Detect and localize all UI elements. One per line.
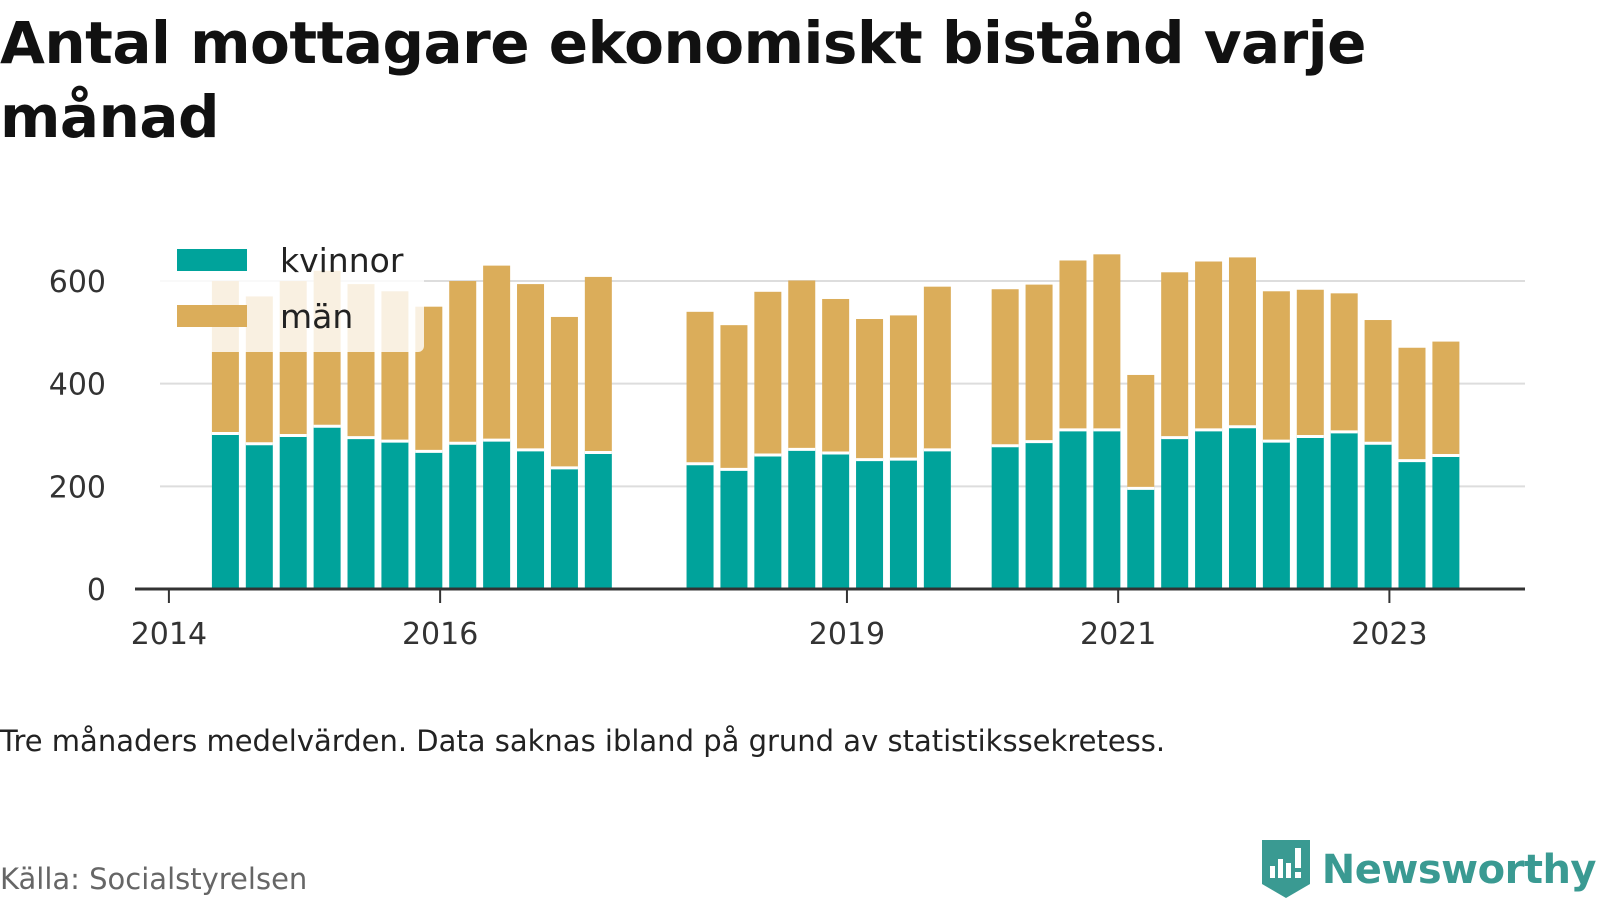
bar-man — [991, 289, 1019, 446]
bar-kvinnor — [1398, 460, 1426, 589]
bar-kvinnor — [1330, 431, 1358, 589]
bar-kvinnor — [889, 459, 917, 589]
bar-kvinnor — [347, 437, 375, 589]
bar-kvinnor — [923, 449, 951, 589]
bar-man — [550, 316, 578, 468]
bar-man — [1059, 260, 1087, 430]
bar-man — [923, 286, 951, 450]
legend-label: kvinnor — [280, 241, 404, 280]
y-tick-label: 200 — [49, 470, 106, 505]
y-tick-label: 0 — [87, 573, 106, 608]
chart-title: Antal mottagare ekonomiskt bistånd varje… — [0, 9, 1367, 151]
bar-kvinnor — [788, 449, 816, 589]
x-tick-label: 2014 — [131, 617, 207, 652]
source-credit: Källa: Socialstyrelsen — [0, 862, 308, 896]
bar-man — [1127, 374, 1155, 489]
bar-kvinnor — [1093, 429, 1121, 589]
bar-kvinnor — [245, 443, 273, 589]
bar-kvinnor — [550, 467, 578, 589]
bar-kvinnor — [720, 469, 748, 589]
bar-man — [788, 280, 816, 450]
axes: 2014 2016 2019 2021 2023 — [131, 587, 1525, 652]
stacked-bar-chart: 0 200 400 600 2014 2016 2019 2021 2023 kvinnor m… — [48, 226, 1525, 652]
bar-kvinnor — [856, 459, 884, 589]
bar-kvinnor — [1025, 441, 1053, 589]
legend: kvinnor män — [152, 226, 424, 352]
bar-man — [584, 276, 612, 453]
bar-kvinnor — [686, 463, 714, 589]
bar-kvinnor — [1161, 437, 1189, 589]
bar-kvinnor — [822, 452, 850, 589]
bar-man — [1228, 257, 1256, 427]
legend-swatch-man — [177, 305, 247, 327]
bar-kvinnor — [415, 451, 443, 589]
bar-kvinnor — [754, 455, 782, 589]
bar-kvinnor — [1364, 443, 1392, 589]
bar-kvinnor — [1432, 455, 1460, 589]
bar-kvinnor — [1195, 429, 1223, 589]
bar-man — [1093, 254, 1121, 430]
bar-kvinnor — [211, 433, 239, 589]
bar-man — [1330, 293, 1358, 432]
x-tick-label: 2023 — [1351, 617, 1427, 652]
bar-man — [822, 298, 850, 453]
bar-man — [889, 315, 917, 460]
bar-kvinnor — [584, 452, 612, 589]
bar-man — [686, 311, 714, 464]
x-tick-label: 2019 — [809, 617, 885, 652]
bar-kvinnor — [517, 449, 545, 589]
bar-man — [483, 265, 511, 441]
y-tick-label: 600 — [49, 265, 106, 300]
bar-man — [1262, 291, 1290, 442]
bar-man — [856, 319, 884, 460]
bar-kvinnor — [1127, 488, 1155, 589]
bar-man — [1432, 341, 1460, 456]
bar-man — [1364, 320, 1392, 444]
bar-kvinnor — [1296, 436, 1324, 589]
bar-kvinnor — [449, 443, 477, 589]
bar-man — [1161, 272, 1189, 438]
bar-man — [449, 281, 477, 444]
bar-man — [1025, 284, 1053, 442]
bar-kvinnor — [1228, 426, 1256, 589]
legend-swatch-kvinnor — [177, 249, 247, 271]
bar-kvinnor — [1059, 429, 1087, 589]
bar-man — [1398, 347, 1426, 461]
brand-logo: Newsworthy — [1261, 840, 1597, 900]
bar-man — [1296, 289, 1324, 437]
bar-kvinnor — [991, 445, 1019, 589]
bar-man — [720, 325, 748, 470]
chart-note: Tre månaders medelvärden. Data saknas ib… — [0, 724, 1166, 758]
bar-kvinnor — [313, 426, 341, 589]
legend-label: män — [280, 297, 353, 336]
bar-kvinnor — [381, 441, 409, 589]
bar-man — [517, 284, 545, 450]
bar-kvinnor — [1262, 441, 1290, 589]
y-tick-label: 400 — [49, 368, 106, 403]
bar-man — [1195, 261, 1223, 430]
bar-man — [754, 291, 782, 456]
x-tick-label: 2021 — [1080, 617, 1156, 652]
bar-kvinnor — [483, 440, 511, 589]
newsworthy-logo-icon — [1261, 840, 1310, 898]
x-tick-label: 2016 — [402, 617, 478, 652]
bar-kvinnor — [279, 435, 307, 589]
brand-name: Newsworthy — [1321, 847, 1597, 893]
